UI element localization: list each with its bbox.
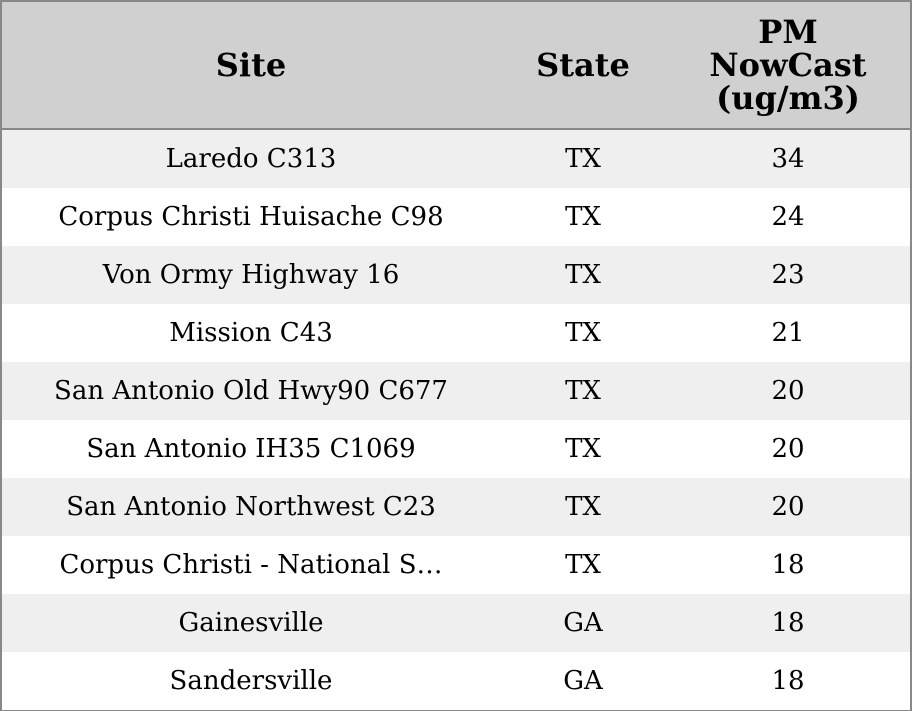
table-cell: Corpus Christi - National S… bbox=[2, 536, 500, 594]
table-row: Laredo C313 TX 34 bbox=[2, 129, 910, 188]
table-cell: 18 bbox=[666, 652, 910, 710]
table-cell: 20 bbox=[666, 420, 910, 478]
table-row: San Antonio Northwest C23 TX 20 bbox=[2, 478, 910, 536]
table-cell: Laredo C313 bbox=[2, 129, 500, 188]
column-header: PM NowCast (ug/m3) bbox=[666, 2, 910, 130]
column-header-text: State bbox=[536, 45, 630, 84]
table-cell: TX bbox=[500, 246, 666, 304]
table-cell: TX bbox=[500, 536, 666, 594]
table-body: Laredo C313 TX 34 Corpus Christi Huisache C… bbox=[2, 129, 910, 710]
table-row: Mission C43 TX 21 bbox=[2, 304, 910, 362]
table-cell: San Antonio Northwest C23 bbox=[2, 478, 500, 536]
table-cell: 20 bbox=[666, 362, 910, 420]
table-cell: Corpus Christi Huisache C98 bbox=[2, 188, 500, 246]
column-header: Site bbox=[2, 2, 500, 130]
table-cell: Von Ormy Highway 16 bbox=[2, 246, 500, 304]
table-cell: 20 bbox=[666, 478, 910, 536]
table-row: Gainesville GA 18 bbox=[2, 594, 910, 652]
table-cell: San Antonio IH35 C1069 bbox=[2, 420, 500, 478]
table-cell: Sandersville bbox=[2, 652, 500, 710]
table-cell: 21 bbox=[666, 304, 910, 362]
table-cell: 18 bbox=[666, 536, 910, 594]
table-row: Corpus Christi - National S… TX 18 bbox=[2, 536, 910, 594]
table-cell: 23 bbox=[666, 246, 910, 304]
table-cell: 34 bbox=[666, 129, 910, 188]
table-cell: 24 bbox=[666, 188, 910, 246]
table-header: Site State PM NowCast (ug/m3) bbox=[2, 2, 910, 130]
header-row: Site State PM NowCast (ug/m3) bbox=[2, 2, 910, 130]
table-cell: San Antonio Old Hwy90 C677 bbox=[2, 362, 500, 420]
table-cell: TX bbox=[500, 188, 666, 246]
column-header: State bbox=[500, 2, 666, 130]
column-header-text: PM NowCast (ug/m3) bbox=[709, 12, 867, 117]
table-row: Corpus Christi Huisache C98 TX 24 bbox=[2, 188, 910, 246]
table-cell: Gainesville bbox=[2, 594, 500, 652]
table-row: Von Ormy Highway 16 TX 23 bbox=[2, 246, 910, 304]
table-row: Sandersville GA 18 bbox=[2, 652, 910, 710]
table-cell: TX bbox=[500, 129, 666, 188]
table-cell: TX bbox=[500, 304, 666, 362]
table-cell: GA bbox=[500, 652, 666, 710]
table-cell: 18 bbox=[666, 594, 910, 652]
table-cell: Mission C43 bbox=[2, 304, 500, 362]
table-cell: GA bbox=[500, 594, 666, 652]
table-cell: TX bbox=[500, 362, 666, 420]
table-row: San Antonio Old Hwy90 C677 TX 20 bbox=[2, 362, 910, 420]
column-header-text: Site bbox=[215, 45, 287, 84]
table-cell: TX bbox=[500, 478, 666, 536]
table-cell: TX bbox=[500, 420, 666, 478]
table-row: San Antonio IH35 C1069 TX 20 bbox=[2, 420, 910, 478]
